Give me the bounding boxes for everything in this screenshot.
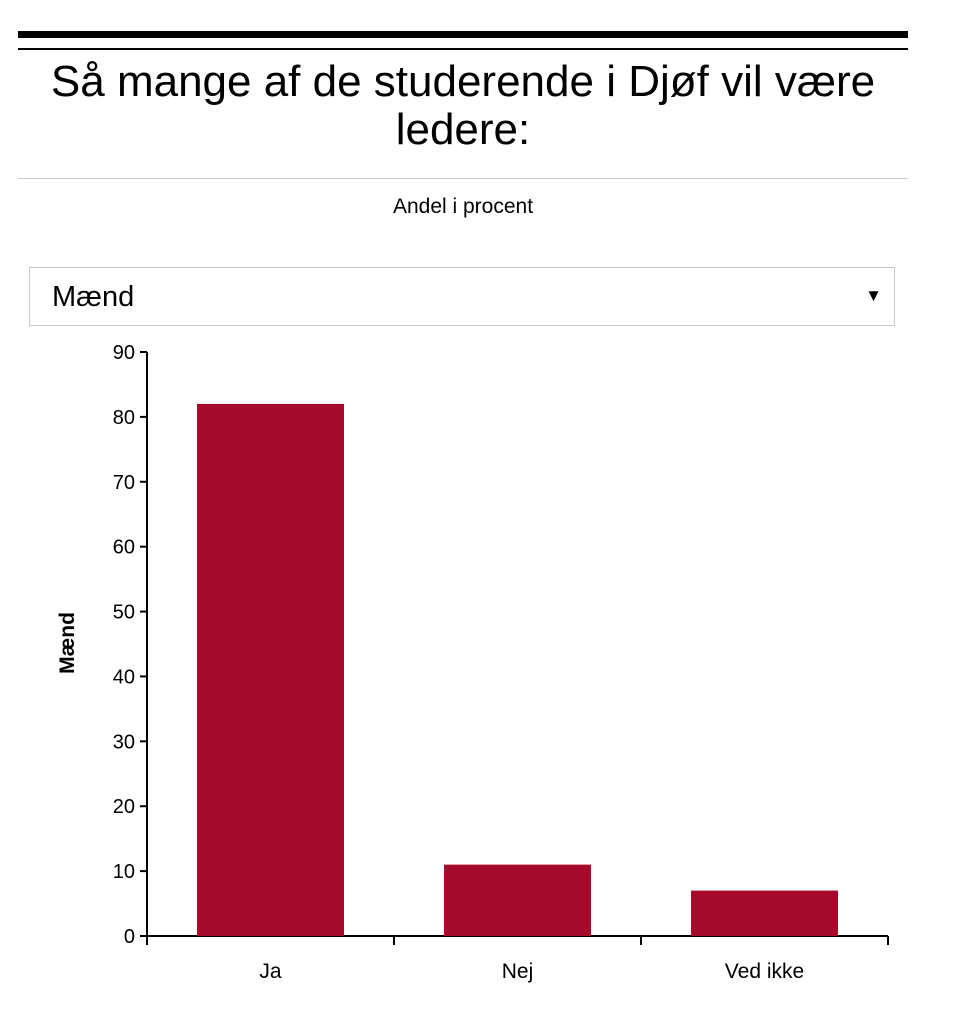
y-tick-label: 70 [113, 472, 135, 494]
chart-title: Så mange af de studerende i Djøf vil vær… [50, 57, 876, 154]
y-tick-label: 30 [113, 731, 135, 753]
triangle-down-icon: ▼ [865, 286, 882, 305]
bar-ved-ikke [691, 890, 838, 936]
y-tick-label: 40 [113, 666, 135, 688]
top-rule-thin [18, 48, 908, 50]
y-tick-label: 50 [113, 602, 135, 624]
x-axis: Ja Nej Ved ikke [146, 935, 889, 983]
y-axis-label: Mænd [56, 612, 79, 674]
y-tick-label: 0 [124, 926, 135, 948]
x-tick-label: Nej [502, 960, 534, 983]
title-divider [18, 178, 908, 179]
bar-ja [197, 403, 344, 936]
chart-subtitle: Andel i procent [392, 195, 534, 218]
x-tick-label: Ved ikke [725, 960, 804, 983]
dropdown-selected-value: Mænd [52, 281, 135, 313]
bars [197, 403, 838, 936]
y-tick-label: 60 [113, 537, 135, 559]
y-tick-label: 80 [113, 407, 135, 429]
y-tick-label: 20 [113, 796, 135, 818]
top-rule-thick [18, 31, 908, 38]
bar-chart: 0 10 20 30 40 50 60 70 80 90 Ja Nej Ved ikke Mænd [56, 342, 889, 983]
y-axis: 0 10 20 30 40 50 60 70 80 90 [113, 342, 148, 948]
y-tick-label: 90 [113, 342, 135, 364]
y-tick-label: 10 [113, 861, 135, 883]
gender-dropdown[interactable]: Mænd ▼ [29, 267, 895, 326]
x-tick-label: Ja [259, 960, 282, 983]
bar-nej [444, 864, 591, 936]
